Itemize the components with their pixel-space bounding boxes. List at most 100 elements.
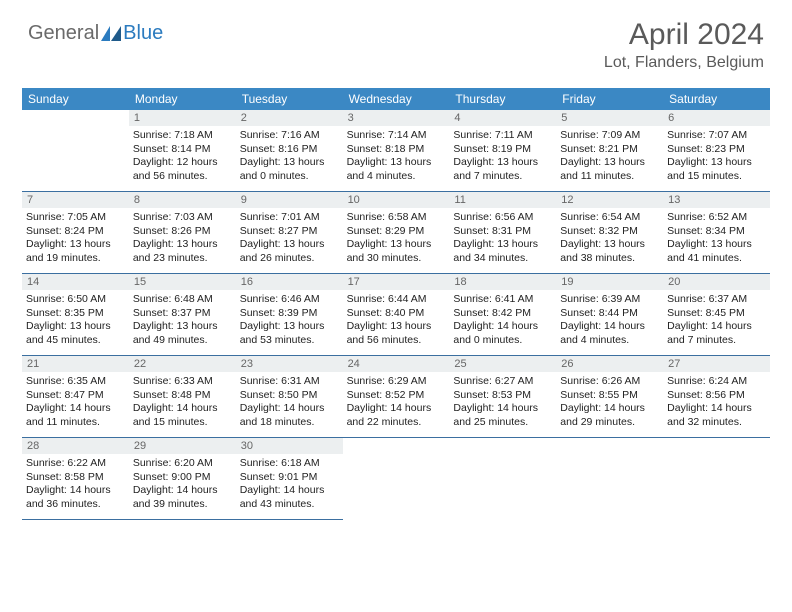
calendar-cell: 14Sunrise: 6:50 AMSunset: 8:35 PMDayligh…: [22, 274, 129, 356]
daylight-line-1: Daylight: 13 hours: [240, 156, 339, 170]
day-number: 12: [556, 192, 663, 208]
calendar-cell: [449, 438, 556, 520]
daylight-line-1: Daylight: 13 hours: [133, 320, 232, 334]
daylight-line-1: Daylight: 12 hours: [133, 156, 232, 170]
daylight-line-1: Daylight: 14 hours: [26, 402, 125, 416]
calendar-cell: 2Sunrise: 7:16 AMSunset: 8:16 PMDaylight…: [236, 110, 343, 192]
daylight-line-1: Daylight: 14 hours: [667, 402, 766, 416]
sunrise-line: Sunrise: 6:54 AM: [560, 211, 659, 225]
sunrise-line: Sunrise: 7:11 AM: [453, 129, 552, 143]
daylight-line-1: Daylight: 14 hours: [560, 402, 659, 416]
sunrise-line: Sunrise: 6:18 AM: [240, 457, 339, 471]
weekday-monday: Monday: [129, 88, 236, 110]
title-block: April 2024 Lot, Flanders, Belgium: [604, 18, 764, 72]
calendar-cell: 21Sunrise: 6:35 AMSunset: 8:47 PMDayligh…: [22, 356, 129, 438]
calendar-cell: 28Sunrise: 6:22 AMSunset: 8:58 PMDayligh…: [22, 438, 129, 520]
day-number: 2: [236, 110, 343, 126]
day-number: 27: [663, 356, 770, 372]
daylight-line-2: and 7 minutes.: [453, 170, 552, 184]
sunrise-line: Sunrise: 7:03 AM: [133, 211, 232, 225]
daylight-line-1: Daylight: 13 hours: [560, 156, 659, 170]
daylight-line-1: Daylight: 13 hours: [667, 156, 766, 170]
sunrise-line: Sunrise: 7:16 AM: [240, 129, 339, 143]
daylight-line-2: and 49 minutes.: [133, 334, 232, 348]
sunrise-line: Sunrise: 6:46 AM: [240, 293, 339, 307]
month-title: April 2024: [604, 18, 764, 52]
location: Lot, Flanders, Belgium: [604, 54, 764, 72]
sunset-line: Sunset: 8:35 PM: [26, 307, 125, 321]
daylight-line-2: and 45 minutes.: [26, 334, 125, 348]
sunrise-line: Sunrise: 6:33 AM: [133, 375, 232, 389]
daylight-line-2: and 23 minutes.: [133, 252, 232, 266]
calendar-cell: 27Sunrise: 6:24 AMSunset: 8:56 PMDayligh…: [663, 356, 770, 438]
calendar-cell: 10Sunrise: 6:58 AMSunset: 8:29 PMDayligh…: [343, 192, 450, 274]
day-number: 6: [663, 110, 770, 126]
weekday-tuesday: Tuesday: [236, 88, 343, 110]
calendar-cell: 9Sunrise: 7:01 AMSunset: 8:27 PMDaylight…: [236, 192, 343, 274]
day-number: 16: [236, 274, 343, 290]
sunset-line: Sunset: 8:24 PM: [26, 225, 125, 239]
sunrise-line: Sunrise: 7:09 AM: [560, 129, 659, 143]
sunset-line: Sunset: 8:19 PM: [453, 143, 552, 157]
calendar-cell: 25Sunrise: 6:27 AMSunset: 8:53 PMDayligh…: [449, 356, 556, 438]
daylight-line-1: Daylight: 14 hours: [453, 402, 552, 416]
day-number: 1: [129, 110, 236, 126]
day-number: 24: [343, 356, 450, 372]
sunrise-line: Sunrise: 7:14 AM: [347, 129, 446, 143]
daylight-line-1: Daylight: 13 hours: [347, 320, 446, 334]
sunset-line: Sunset: 8:48 PM: [133, 389, 232, 403]
day-number: 20: [663, 274, 770, 290]
daylight-line-2: and 4 minutes.: [560, 334, 659, 348]
daylight-line-2: and 32 minutes.: [667, 416, 766, 430]
sunset-line: Sunset: 9:01 PM: [240, 471, 339, 485]
daylight-line-1: Daylight: 14 hours: [240, 484, 339, 498]
sunrise-line: Sunrise: 6:35 AM: [26, 375, 125, 389]
daylight-line-1: Daylight: 13 hours: [667, 238, 766, 252]
daylight-line-1: Daylight: 13 hours: [240, 320, 339, 334]
sunset-line: Sunset: 8:50 PM: [240, 389, 339, 403]
day-number: 7: [22, 192, 129, 208]
daylight-line-2: and 4 minutes.: [347, 170, 446, 184]
daylight-line-2: and 15 minutes.: [133, 416, 232, 430]
sunrise-line: Sunrise: 6:31 AM: [240, 375, 339, 389]
calendar-cell: 15Sunrise: 6:48 AMSunset: 8:37 PMDayligh…: [129, 274, 236, 356]
sunset-line: Sunset: 8:23 PM: [667, 143, 766, 157]
daylight-line-1: Daylight: 13 hours: [347, 156, 446, 170]
daylight-line-1: Daylight: 14 hours: [133, 484, 232, 498]
weekday-header-row: SundayMondayTuesdayWednesdayThursdayFrid…: [22, 88, 770, 110]
daylight-line-1: Daylight: 14 hours: [560, 320, 659, 334]
calendar-cell: 3Sunrise: 7:14 AMSunset: 8:18 PMDaylight…: [343, 110, 450, 192]
calendar-cell: 13Sunrise: 6:52 AMSunset: 8:34 PMDayligh…: [663, 192, 770, 274]
sunset-line: Sunset: 8:34 PM: [667, 225, 766, 239]
calendar-cell: [22, 110, 129, 192]
sunset-line: Sunset: 8:44 PM: [560, 307, 659, 321]
day-number: 8: [129, 192, 236, 208]
calendar-cell: 1Sunrise: 7:18 AMSunset: 8:14 PMDaylight…: [129, 110, 236, 192]
calendar-cell: 11Sunrise: 6:56 AMSunset: 8:31 PMDayligh…: [449, 192, 556, 274]
daylight-line-2: and 53 minutes.: [240, 334, 339, 348]
weekday-thursday: Thursday: [449, 88, 556, 110]
daylight-line-1: Daylight: 13 hours: [347, 238, 446, 252]
daylight-line-1: Daylight: 13 hours: [240, 238, 339, 252]
daylight-line-1: Daylight: 13 hours: [26, 238, 125, 252]
sunset-line: Sunset: 8:21 PM: [560, 143, 659, 157]
daylight-line-1: Daylight: 14 hours: [347, 402, 446, 416]
daylight-line-2: and 29 minutes.: [560, 416, 659, 430]
weekday-friday: Friday: [556, 88, 663, 110]
daylight-line-2: and 25 minutes.: [453, 416, 552, 430]
sunset-line: Sunset: 8:40 PM: [347, 307, 446, 321]
calendar: SundayMondayTuesdayWednesdayThursdayFrid…: [22, 88, 770, 520]
day-number: 23: [236, 356, 343, 372]
daylight-line-2: and 11 minutes.: [26, 416, 125, 430]
sunrise-line: Sunrise: 6:44 AM: [347, 293, 446, 307]
calendar-cell: 22Sunrise: 6:33 AMSunset: 8:48 PMDayligh…: [129, 356, 236, 438]
day-number: 3: [343, 110, 450, 126]
day-number: 10: [343, 192, 450, 208]
day-number: 4: [449, 110, 556, 126]
sunset-line: Sunset: 8:29 PM: [347, 225, 446, 239]
daylight-line-1: Daylight: 14 hours: [26, 484, 125, 498]
sunset-line: Sunset: 9:00 PM: [133, 471, 232, 485]
logo: General Blue: [28, 18, 163, 45]
sunset-line: Sunset: 8:31 PM: [453, 225, 552, 239]
day-number: 30: [236, 438, 343, 454]
